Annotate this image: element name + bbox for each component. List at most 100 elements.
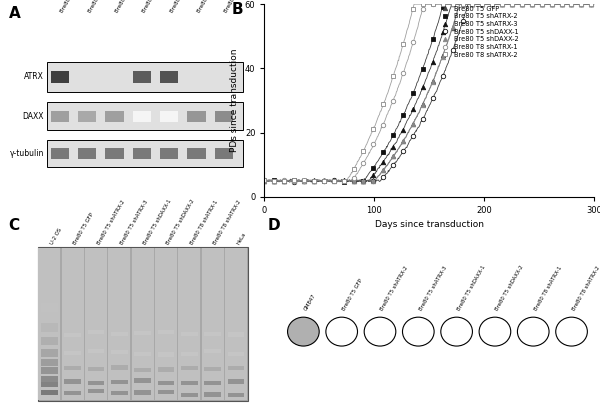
Bre80 T5 shATRX-3 <box>587 2 595 7</box>
Bre80 T5 shDAXX-2 <box>488 2 496 7</box>
Bar <box>50 71 69 83</box>
Bre80 T5 shDAXX-2 <box>548 2 555 7</box>
Bre80 T5 shATRX-3 <box>568 2 575 7</box>
Bre80 T8 shATRX-2 <box>360 148 367 153</box>
Bre80 T5 shDAXX-2 <box>350 178 357 183</box>
Bar <box>62 248 83 400</box>
Bre80 T5 shDAXX-2 <box>499 2 506 7</box>
Bre80 T5 shDAXX-2 <box>449 25 456 30</box>
Bre80 T5 shATRX-3 <box>459 2 466 7</box>
Bre80 T8 shATRX-2 <box>281 178 288 183</box>
Bar <box>88 389 104 394</box>
Bre80 T5 shDAXX-2 <box>281 178 288 183</box>
Bar <box>227 366 244 370</box>
Bar <box>38 247 248 401</box>
Bre80 T5 shDAXX-2 <box>290 178 298 183</box>
Bre80 T5 shDAXX-1 <box>479 2 486 7</box>
Bre80 T5 shATRX-2 <box>488 2 496 7</box>
Bar <box>134 390 151 394</box>
Bar <box>41 359 58 366</box>
Bre80 T8 shATRX-1 <box>271 178 278 183</box>
Bre80 T5 shATRX-3 <box>380 160 387 165</box>
Bre80 T5 shATRX-3 <box>469 2 476 7</box>
Bre80 T5 GFP <box>389 154 397 159</box>
Bre80 T8 shATRX-2 <box>479 2 486 7</box>
Bre80 T5 shATRX-3 <box>429 59 436 64</box>
Bar <box>204 349 221 353</box>
Bre80 T8 shATRX-1 <box>350 176 357 181</box>
Bre80 T5 shATRX-3 <box>488 2 496 7</box>
Bre80 T8 shATRX-2 <box>459 2 466 7</box>
Bar <box>181 366 198 370</box>
Bre80 T5 shDAXX-1 <box>439 74 446 79</box>
Line: Bre80 T5 shDAXX-2: Bre80 T5 shDAXX-2 <box>262 2 593 183</box>
Bre80 T5 GFP <box>479 2 486 7</box>
Bre80 T8 shATRX-1 <box>587 2 595 7</box>
Bar <box>160 148 178 158</box>
Bar <box>227 379 244 384</box>
Bre80 T5 shATRX-2 <box>568 2 575 7</box>
Bar <box>85 248 107 400</box>
Bre80 T5 shDAXX-1 <box>499 2 506 7</box>
Bre80 T5 GFP <box>320 177 328 182</box>
Bar <box>105 148 124 158</box>
Bre80 T5 shDAXX-2 <box>340 178 347 183</box>
Text: Bre80 T5 shATRX-2: Bre80 T5 shATRX-2 <box>380 265 410 311</box>
Bre80 T5 shDAXX-2 <box>301 179 308 184</box>
Bre80 T5 shATRX-3 <box>558 2 565 7</box>
Bre80 T8 shATRX-2 <box>488 2 496 7</box>
Bre80 T5 shATRX-2 <box>499 2 506 7</box>
Bar <box>181 393 198 397</box>
Bar <box>133 111 151 122</box>
Bre80 T5 shATRX-3 <box>261 179 268 184</box>
Bre80 T5 GFP <box>518 2 526 7</box>
Bre80 T8 shATRX-2 <box>538 2 545 7</box>
Text: Bre80 T5 shDAXX-2: Bre80 T5 shDAXX-2 <box>166 199 196 246</box>
Bre80 T5 shATRX-2 <box>429 37 436 42</box>
Bre80 T5 shDAXX-2 <box>310 178 317 183</box>
Bar <box>158 390 175 394</box>
Text: Bre80 T8 shATRX-2: Bre80 T8 shATRX-2 <box>224 0 254 14</box>
Bar <box>41 367 58 374</box>
Bar <box>38 248 61 400</box>
Text: Bre80 T5 shATRX-3: Bre80 T5 shATRX-3 <box>418 265 448 311</box>
Bre80 T5 shDAXX-1 <box>538 2 545 7</box>
Bre80 T8 shATRX-2 <box>261 178 268 183</box>
Bre80 T5 GFP <box>459 2 466 7</box>
Bre80 T8 shATRX-2 <box>499 2 506 7</box>
Bre80 T8 shATRX-2 <box>429 2 436 7</box>
Bre80 T5 shDAXX-2 <box>419 102 427 107</box>
Bre80 T8 shATRX-1 <box>281 178 288 183</box>
Bar <box>181 352 198 357</box>
Bar <box>187 111 206 122</box>
Bre80 T8 shATRX-2 <box>409 6 416 11</box>
Bar <box>178 248 200 400</box>
Ellipse shape <box>326 317 358 346</box>
Bre80 T8 shATRX-1 <box>459 2 466 7</box>
Bre80 T5 shDAXX-1 <box>320 179 328 184</box>
Bre80 T5 shDAXX-2 <box>558 2 565 7</box>
Bre80 T5 GFP <box>290 178 298 183</box>
Bre80 T5 shATRX-2 <box>479 2 486 7</box>
Bre80 T5 shATRX-3 <box>320 178 328 183</box>
Bre80 T8 shATRX-2 <box>370 127 377 132</box>
Bre80 T8 shATRX-2 <box>508 2 515 7</box>
Bre80 T5 shATRX-3 <box>508 2 515 7</box>
Text: Bre80 T5 shATRX-2: Bre80 T5 shATRX-2 <box>96 200 125 246</box>
Bre80 T5 shDAXX-2 <box>429 79 436 84</box>
Bar <box>47 62 243 92</box>
Text: Bre80 T8 shATRX-1: Bre80 T8 shATRX-1 <box>190 200 219 246</box>
Bar <box>41 337 58 345</box>
Bre80 T5 shATRX-3 <box>439 30 446 35</box>
Bre80 T5 shATRX-2 <box>538 2 545 7</box>
Bre80 T8 shATRX-1 <box>439 2 446 7</box>
Bre80 T8 shATRX-1 <box>518 2 526 7</box>
Bre80 T8 shATRX-2 <box>469 2 476 7</box>
Text: Bre80 T8 shATRX-1: Bre80 T8 shATRX-1 <box>533 265 563 311</box>
Bar <box>215 111 233 122</box>
Bre80 T8 shATRX-2 <box>320 178 328 183</box>
Line: Bre80 T8 shATRX-2: Bre80 T8 shATRX-2 <box>262 2 593 183</box>
Bre80 T5 shDAXX-1 <box>459 19 466 24</box>
Bre80 T8 shATRX-2 <box>400 41 407 46</box>
Bre80 T5 shATRX-2 <box>330 178 337 183</box>
